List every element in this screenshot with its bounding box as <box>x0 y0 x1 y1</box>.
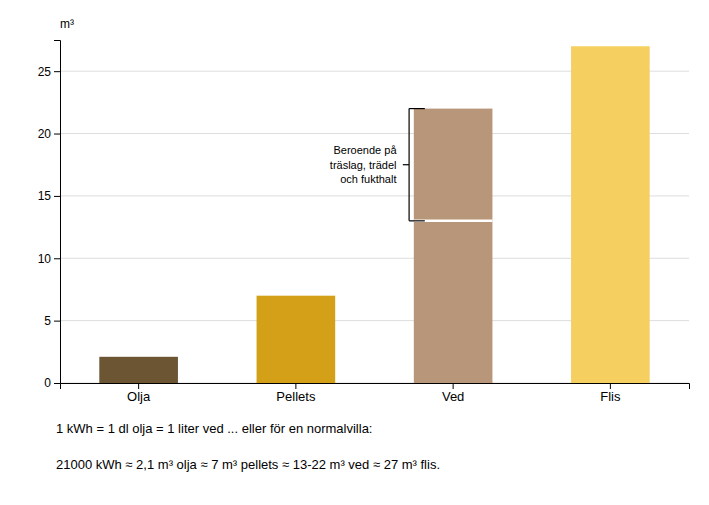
bar <box>571 46 650 383</box>
tick: 0 <box>44 376 60 390</box>
tick-label: Ved <box>442 389 464 404</box>
tick-label: 0 <box>44 376 51 390</box>
bar <box>414 109 493 383</box>
tick-mark <box>138 383 139 389</box>
tick-label: Flis <box>600 389 621 404</box>
bar <box>257 296 336 383</box>
footnote: 1 kWh = 1 dl olja = 1 liter ved ... elle… <box>56 421 372 436</box>
annotations: Beroende på träslag, trädel och fukthalt <box>330 109 425 221</box>
tick: 10 <box>38 252 60 266</box>
x-axis: Olja Pellets Ved Flis <box>61 383 690 404</box>
tick: 5 <box>44 314 60 328</box>
tick-mark <box>295 383 296 389</box>
bar <box>99 357 178 383</box>
plot: Beroende på träslag, trädel och fukthalt Ol… <box>38 17 690 404</box>
annotation-line: träslag, trädel <box>330 159 397 171</box>
tick-mark <box>54 196 60 197</box>
tick-label: 25 <box>38 65 52 79</box>
chart: Beroende på träslag, trädel och fukthalt Ol… <box>0 0 709 505</box>
tick-label: 20 <box>38 127 52 141</box>
y-axis: 0 5 10 15 20 25 <box>38 41 61 391</box>
tick: 15 <box>38 189 60 203</box>
marks <box>99 46 649 383</box>
tick-label: Pellets <box>276 389 316 404</box>
footnote: 21000 kWh ≈ 2,1 m³ olja ≈ 7 m³ pellets ≈… <box>56 457 440 472</box>
tick-mark <box>610 383 611 389</box>
axis-line <box>61 384 690 390</box>
tick-mark <box>54 134 60 135</box>
annotation-line: och fukthalt <box>340 173 396 185</box>
tick: 20 <box>38 127 60 141</box>
bracket-hook <box>409 108 425 109</box>
tick-label: 5 <box>44 314 51 328</box>
tick-label: 15 <box>38 189 52 203</box>
tick: Pellets <box>276 383 316 404</box>
bracket-hook <box>409 220 425 221</box>
tick: Olja <box>127 383 151 404</box>
tick-mark <box>54 321 60 322</box>
tick-mark <box>54 258 60 259</box>
bracket-notch <box>403 164 409 165</box>
tick: Flis <box>600 383 621 404</box>
axis-line <box>54 41 61 384</box>
tick-label: 10 <box>38 252 52 266</box>
tick-mark <box>453 383 454 389</box>
annotation: Beroende på träslag, trädel och fukthalt <box>330 144 398 185</box>
tick-label: Olja <box>127 389 151 404</box>
range-line <box>414 220 493 223</box>
tick: 25 <box>38 65 60 79</box>
y-axis-label: m³ <box>60 17 74 31</box>
tick-mark <box>54 71 60 72</box>
annotation-line: Beroende på <box>334 144 398 156</box>
tick-mark <box>54 383 60 384</box>
tick: Ved <box>442 383 464 404</box>
